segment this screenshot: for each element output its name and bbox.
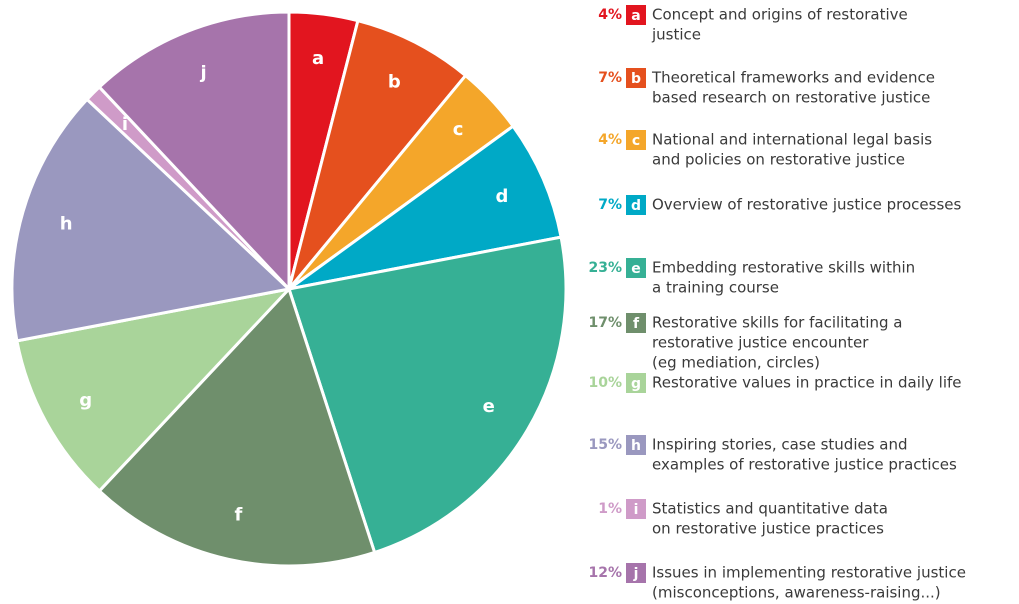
legend-swatch <box>626 435 646 455</box>
legend-percent: 17% <box>588 315 622 331</box>
legend-percent: 1% <box>598 501 622 517</box>
legend-swatch <box>626 258 646 278</box>
legend-description: Restorative skills for facilitating a <box>652 314 902 332</box>
slice-label: g <box>79 390 92 411</box>
legend-description: Embedding restorative skills within <box>652 259 915 277</box>
slice-label: c <box>453 119 464 140</box>
legend-description: on restorative justice practices <box>652 520 884 538</box>
legend-description: a training course <box>652 279 779 297</box>
legend-description: based research on restorative justice <box>652 89 930 107</box>
legend-swatch <box>626 195 646 215</box>
legend-percent: 4% <box>598 132 622 148</box>
legend-percent: 10% <box>588 375 622 391</box>
legend-letter: h <box>631 438 641 454</box>
legend-description: Restorative values in practice in daily … <box>652 374 962 392</box>
legend-letter: g <box>631 376 641 392</box>
legend-swatch <box>626 563 646 583</box>
slice-label: d <box>495 186 508 207</box>
pie-slice <box>287 235 568 555</box>
legend-letter: j <box>633 566 639 582</box>
slice-label: e <box>483 396 495 417</box>
legend-description: Issues in implementing restorative justi… <box>652 564 966 582</box>
legend-description: restorative justice encounter <box>652 334 869 352</box>
pie-slice <box>97 286 377 568</box>
legend-description: National and international legal basis <box>652 131 932 149</box>
pie-slice <box>287 18 468 290</box>
pie-slice <box>288 124 563 291</box>
legend-percent: 7% <box>598 197 622 213</box>
legend-description: (misconceptions, awareness-raising...) <box>652 584 941 602</box>
legend-description: Inspiring stories, case studies and <box>652 436 908 454</box>
legend-percent: 23% <box>588 260 622 276</box>
slice-label: i <box>122 114 128 135</box>
legend-swatch <box>626 499 646 519</box>
slice-label: a <box>312 48 324 69</box>
legend-letter: i <box>634 502 639 518</box>
legend-letter: e <box>631 261 641 277</box>
legend-swatch <box>626 68 646 88</box>
legend-description: Statistics and quantitative data <box>652 500 888 518</box>
legend-description: justice <box>651 26 701 44</box>
slice-label: b <box>388 71 401 92</box>
legend-letter: c <box>632 133 640 149</box>
legend-description: and policies on restorative justice <box>652 151 905 169</box>
legend-description: (eg mediation, circles) <box>652 354 820 372</box>
legend-description: Concept and origins of restorative <box>652 6 908 24</box>
legend-swatch <box>626 313 646 333</box>
legend-letter: b <box>631 71 641 87</box>
legend-description: Theoretical frameworks and evidence <box>651 69 935 87</box>
slice-label: h <box>60 213 73 234</box>
pie-slice <box>97 10 291 293</box>
legend-percent: 12% <box>588 565 622 581</box>
legend-letter: f <box>633 316 640 332</box>
legend-percent: 7% <box>598 70 622 86</box>
pie-slice <box>15 286 294 494</box>
legend-percent: 15% <box>588 437 622 453</box>
legend-swatch <box>626 5 646 25</box>
legend-letter: d <box>631 198 641 214</box>
legend-percent: 4% <box>598 7 622 23</box>
legend-swatch <box>626 373 646 393</box>
legend-letter: a <box>631 8 640 24</box>
legend-description: Overview of restorative justice processe… <box>652 196 961 214</box>
legend-swatch <box>626 130 646 150</box>
slice-label: f <box>234 504 242 525</box>
legend-description: examples of restorative justice practice… <box>652 456 957 474</box>
slice-label: j <box>200 62 207 83</box>
pie-slice <box>10 97 293 343</box>
